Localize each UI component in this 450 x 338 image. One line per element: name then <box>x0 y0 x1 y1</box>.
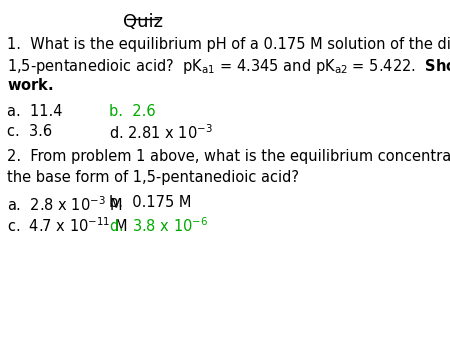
Text: c.  3.6: c. 3.6 <box>7 124 52 139</box>
Text: d.  3.8 x 10$^{\mathregular{-6}}$: d. 3.8 x 10$^{\mathregular{-6}}$ <box>109 216 208 235</box>
Text: d. 2.81 x 10$^{\mathregular{-3}}$: d. 2.81 x 10$^{\mathregular{-3}}$ <box>109 124 212 142</box>
Text: b.  0.175 M: b. 0.175 M <box>109 195 191 210</box>
Text: c.  4.7 x 10$^{\mathregular{-11}}$ M: c. 4.7 x 10$^{\mathregular{-11}}$ M <box>7 216 128 235</box>
Text: a.  11.4: a. 11.4 <box>7 104 63 119</box>
Text: 1.  What is the equilibrium pH of a 0.175 M solution of the diprotic: 1. What is the equilibrium pH of a 0.175… <box>7 37 450 52</box>
Text: b.  2.6: b. 2.6 <box>109 104 156 119</box>
Text: a.  2.8 x 10$^{\mathregular{-3}}$ M: a. 2.8 x 10$^{\mathregular{-3}}$ M <box>7 195 123 214</box>
Text: Quiz: Quiz <box>123 13 163 31</box>
Text: 1,5-pentanedioic acid?  pK$_{\mathregular{a1}}$ = 4.345 and pK$_{\mathregular{a2: 1,5-pentanedioic acid? pK$_{\mathregular… <box>7 57 450 76</box>
Text: the base form of 1,5-pentanedioic acid?: the base form of 1,5-pentanedioic acid? <box>7 170 299 185</box>
Text: 2.  From problem 1 above, what is the equilibrium concentration of: 2. From problem 1 above, what is the equ… <box>7 149 450 164</box>
Text: $\bf{work.}$: $\bf{work.}$ <box>7 77 54 93</box>
